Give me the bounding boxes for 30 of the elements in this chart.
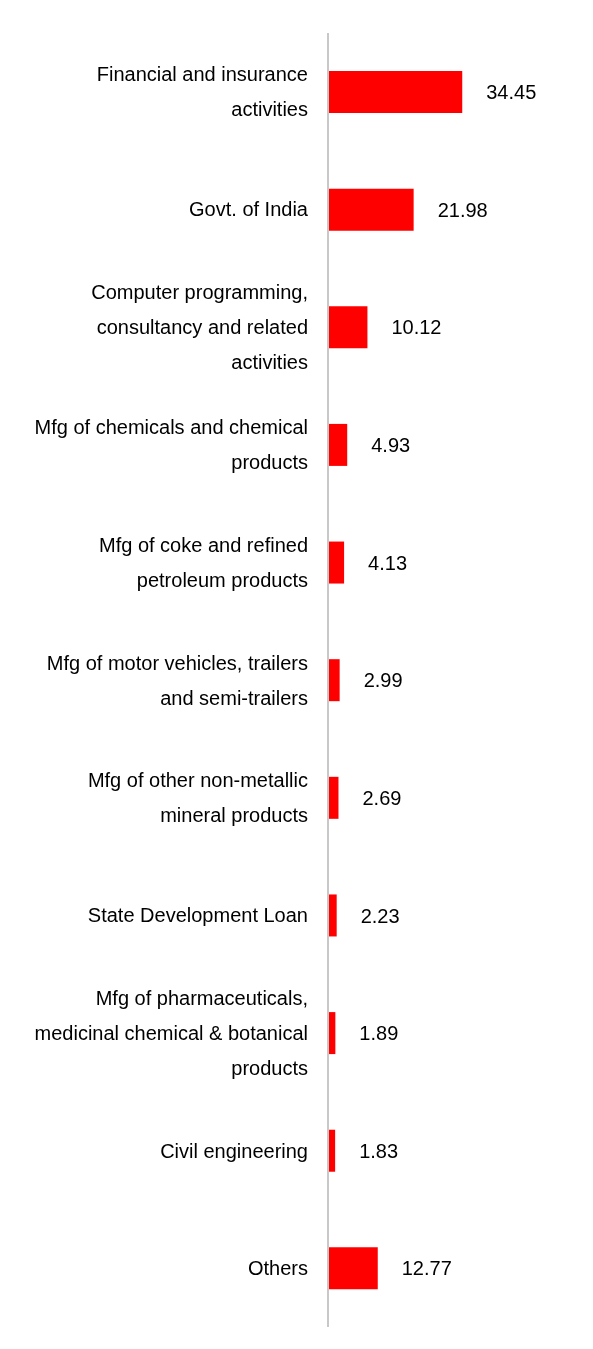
bar — [328, 541, 345, 584]
data-label: 1.89 — [359, 1022, 399, 1045]
bar — [328, 423, 348, 466]
data-label: 2.23 — [360, 904, 400, 927]
bar — [328, 659, 340, 702]
data-label: 1.83 — [359, 1139, 399, 1162]
y-tick-label: Mfg of chemicals and chemical products — [34, 416, 308, 474]
y-tick-label: Civil engineering — [160, 1139, 308, 1162]
data-label: 2.69 — [362, 786, 402, 809]
data-label: 4.13 — [368, 551, 408, 574]
y-tick-label: Financial and insurance activities — [96, 63, 308, 121]
bar — [328, 71, 463, 113]
y-tick-label: Others — [247, 1257, 308, 1280]
data-label: 2.99 — [363, 669, 403, 692]
bar — [328, 306, 368, 349]
y-tick-label: Govt. of India — [189, 198, 309, 221]
data-label: 21.98 — [437, 198, 488, 221]
y-tick-label: Mfg of pharmaceuticals, medicinal chemical & botanical products — [34, 986, 308, 1079]
data-label: 4.93 — [371, 434, 411, 457]
y-tick-label: Mfg of motor vehicles, trailers and semi-trailers — [46, 651, 308, 709]
data-label: 34.45 — [486, 81, 537, 104]
data-label: 12.77 — [401, 1257, 452, 1280]
y-tick-label: Computer programming, consultancy and related activities — [91, 281, 308, 374]
data-label: 10.12 — [391, 316, 442, 339]
bar — [328, 188, 414, 231]
bar — [328, 1247, 378, 1290]
y-tick-label: Mfg of other non-metallic mineral products — [87, 769, 308, 827]
y-tick-label: State Development Loan — [87, 904, 308, 927]
y-tick-label: Mfg of coke and refined petroleum products — [98, 533, 308, 591]
bar — [328, 894, 337, 937]
